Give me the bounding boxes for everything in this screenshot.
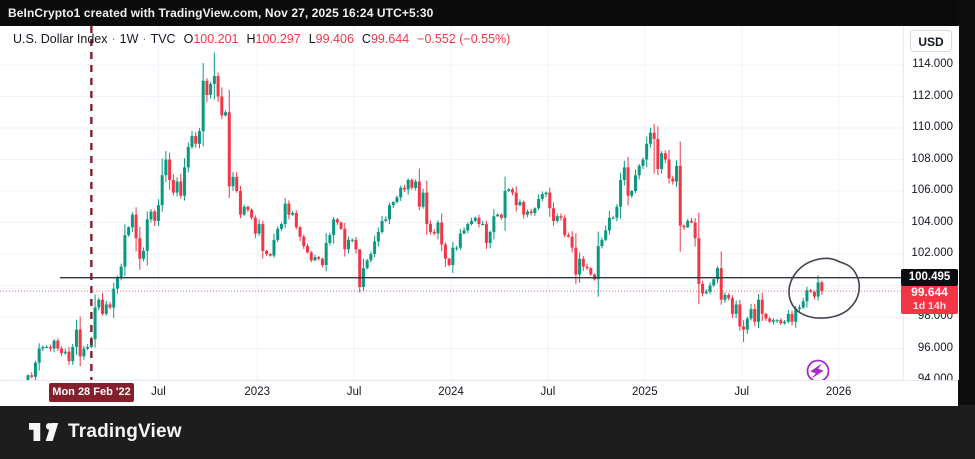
time-tick-label: Jul <box>540 386 556 398</box>
low-value: 99.406 <box>315 32 354 46</box>
high-value: 100.297 <box>255 32 301 46</box>
time-tick-label: 2023 <box>244 386 270 398</box>
price-tick-label: 102.000 <box>911 247 953 259</box>
tradingview-logo-icon <box>29 423 59 441</box>
price-tick-label: 108.000 <box>911 152 953 165</box>
time-tick-label: 2026 <box>825 386 852 398</box>
attribution-text: BeInCrypto1 created with TradingView.com… <box>8 6 434 20</box>
time-axis[interactable]: Mon 28 Feb '22 Jul 2023 Jul 2024 Jul 2025 Jul 2… <box>0 380 958 406</box>
time-tick-label: Jul <box>151 386 166 398</box>
right-black-strip <box>958 0 975 459</box>
exchange-label: TVC <box>150 32 176 46</box>
price-tick-label: 104.000 <box>911 215 953 228</box>
close-value: 99.644 <box>370 32 410 46</box>
price-axis[interactable]: 114.000 112.000 110.000 108.000 106.000 104.0… <box>903 26 959 385</box>
event-date-badge[interactable]: Mon 28 Feb '22 <box>49 383 134 402</box>
price-tick-label: 112.000 <box>912 89 953 102</box>
candlestick-chart[interactable] <box>0 0 958 405</box>
candlestick-series <box>26 52 824 380</box>
high-letter: H <box>246 32 256 46</box>
tradingview-wordmark: TradingView <box>68 421 182 442</box>
symbol-name[interactable]: U.S. Dollar Index <box>13 32 108 46</box>
time-tick-label: Jul <box>734 386 750 398</box>
price-tick-label: 96.000 <box>917 341 953 354</box>
price-tick-label: 114.000 <box>912 58 953 70</box>
flash-icon[interactable] <box>806 359 830 383</box>
separator: · <box>142 32 147 46</box>
grid <box>0 26 903 381</box>
time-tick-label: 2024 <box>438 386 464 398</box>
last-price-value: 99.644 <box>911 285 948 299</box>
ellipse-annotation[interactable] <box>788 257 861 319</box>
last-price-badge: 99.644 1d 14h <box>901 285 958 314</box>
interval-label[interactable]: 1W <box>119 32 139 46</box>
footer-bar: TradingView <box>0 405 975 459</box>
price-tick-label: 106.000 <box>911 184 953 196</box>
open-value: 100.201 <box>193 32 239 46</box>
separator: · <box>111 32 116 46</box>
symbol-header: U.S. Dollar Index · 1W · TVC O100.201 H100.297… <box>13 32 510 48</box>
price-tick-label: 110.000 <box>912 121 953 133</box>
chart-pane[interactable] <box>0 0 958 405</box>
close-letter: C <box>361 32 371 46</box>
bar-countdown: 1d 14h <box>912 300 947 312</box>
open-letter: O <box>183 32 194 46</box>
low-letter: L <box>308 32 316 46</box>
time-tick-label: 2025 <box>632 386 658 398</box>
currency-badge: USD <box>910 30 952 52</box>
attribution-banner: BeInCrypto1 created with TradingView.com… <box>0 0 975 26</box>
change-value: −0.552 (−0.55%) <box>417 32 511 46</box>
time-tick-label: Jul <box>346 386 362 398</box>
hline-price-badge: 100.495 <box>901 269 958 286</box>
